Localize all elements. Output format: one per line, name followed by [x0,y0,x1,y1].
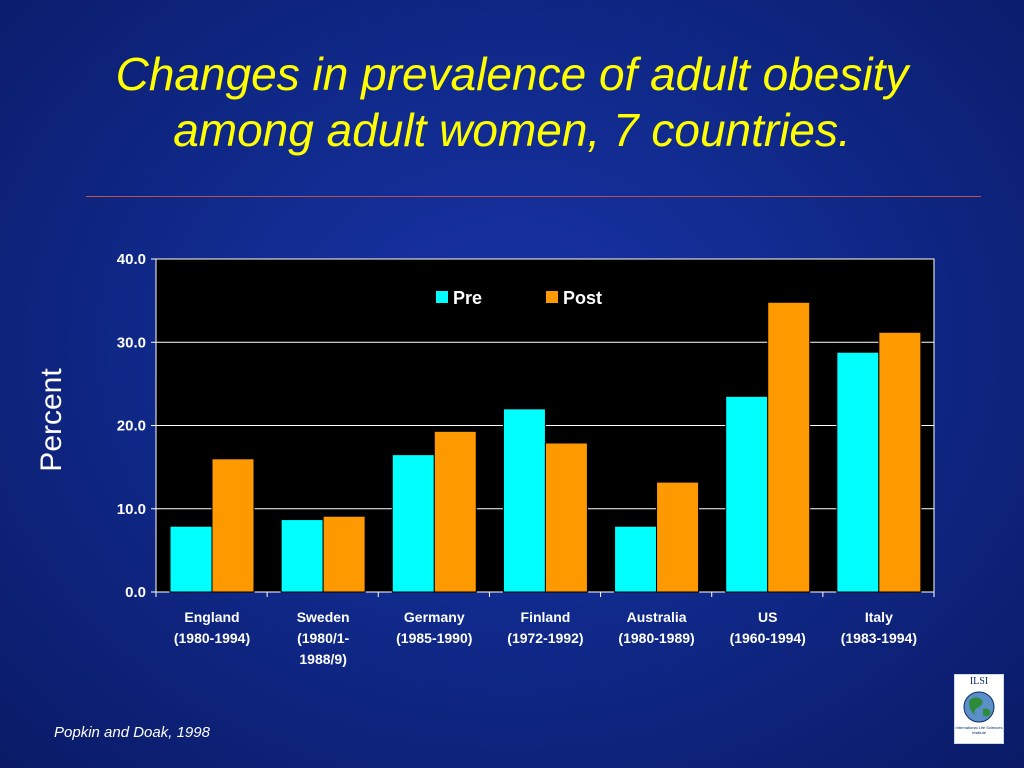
title-divider [86,196,981,197]
globe-icon [963,691,995,723]
bar-post [544,442,588,593]
y-tick-label: 40.0 [117,251,146,268]
bar-post [211,458,255,593]
x-tick-label: (1983-1994) [841,630,917,646]
bar-pre [725,395,769,593]
bar-post [878,331,922,593]
y-tick-label: 30.0 [117,334,146,351]
x-tick-label: (1980/1- [297,630,349,646]
x-tick-label: 1988/9) [299,651,346,667]
bar-pre [391,454,435,593]
bar-post [433,430,477,593]
x-tick-label: US [758,609,777,625]
bar-pre [169,525,213,593]
x-tick-label: (1972-1992) [507,630,583,646]
legend-swatch-post [546,291,558,303]
y-tick-label: 20.0 [117,418,146,435]
x-tick-label: (1985-1990) [396,630,472,646]
ilsi-logo: ILSI International Life Sciences Institu… [954,674,1004,744]
logo-text: ILSI [969,676,989,687]
bar-pre [280,519,324,593]
x-tick-label: (1980-1989) [618,630,694,646]
bar-post [322,515,366,593]
x-tick-label: England [184,609,239,625]
bar-pre [614,525,658,593]
legend-swatch-pre [436,291,448,303]
legend-label-pre: Pre [453,288,482,308]
x-tick-label: Italy [865,609,893,625]
x-tick-label: (1960-1994) [730,630,806,646]
x-tick-label: Germany [404,609,465,625]
x-tick-label: Finland [521,609,571,625]
title-line-1: Changes in prevalence of adult obesity [115,48,909,100]
legend-label-post: Post [563,288,602,308]
slide-title: Changes in prevalence of adult obesity a… [0,46,1024,158]
logo-subtext: International Life Sciences Institute [955,725,1003,735]
bar-post [767,301,811,593]
bar-pre [836,351,880,593]
bar-pre [502,408,546,593]
bar-post [656,481,700,593]
y-tick-label: 10.0 [117,501,146,518]
y-tick-label: 0.0 [125,584,146,601]
x-tick-label: Australia [627,609,687,625]
x-tick-label: Sweden [297,609,350,625]
x-tick-label: (1980-1994) [174,630,250,646]
source-citation: Popkin and Doak, 1998 [54,724,210,741]
title-line-2: among adult women, 7 countries. [173,104,851,156]
